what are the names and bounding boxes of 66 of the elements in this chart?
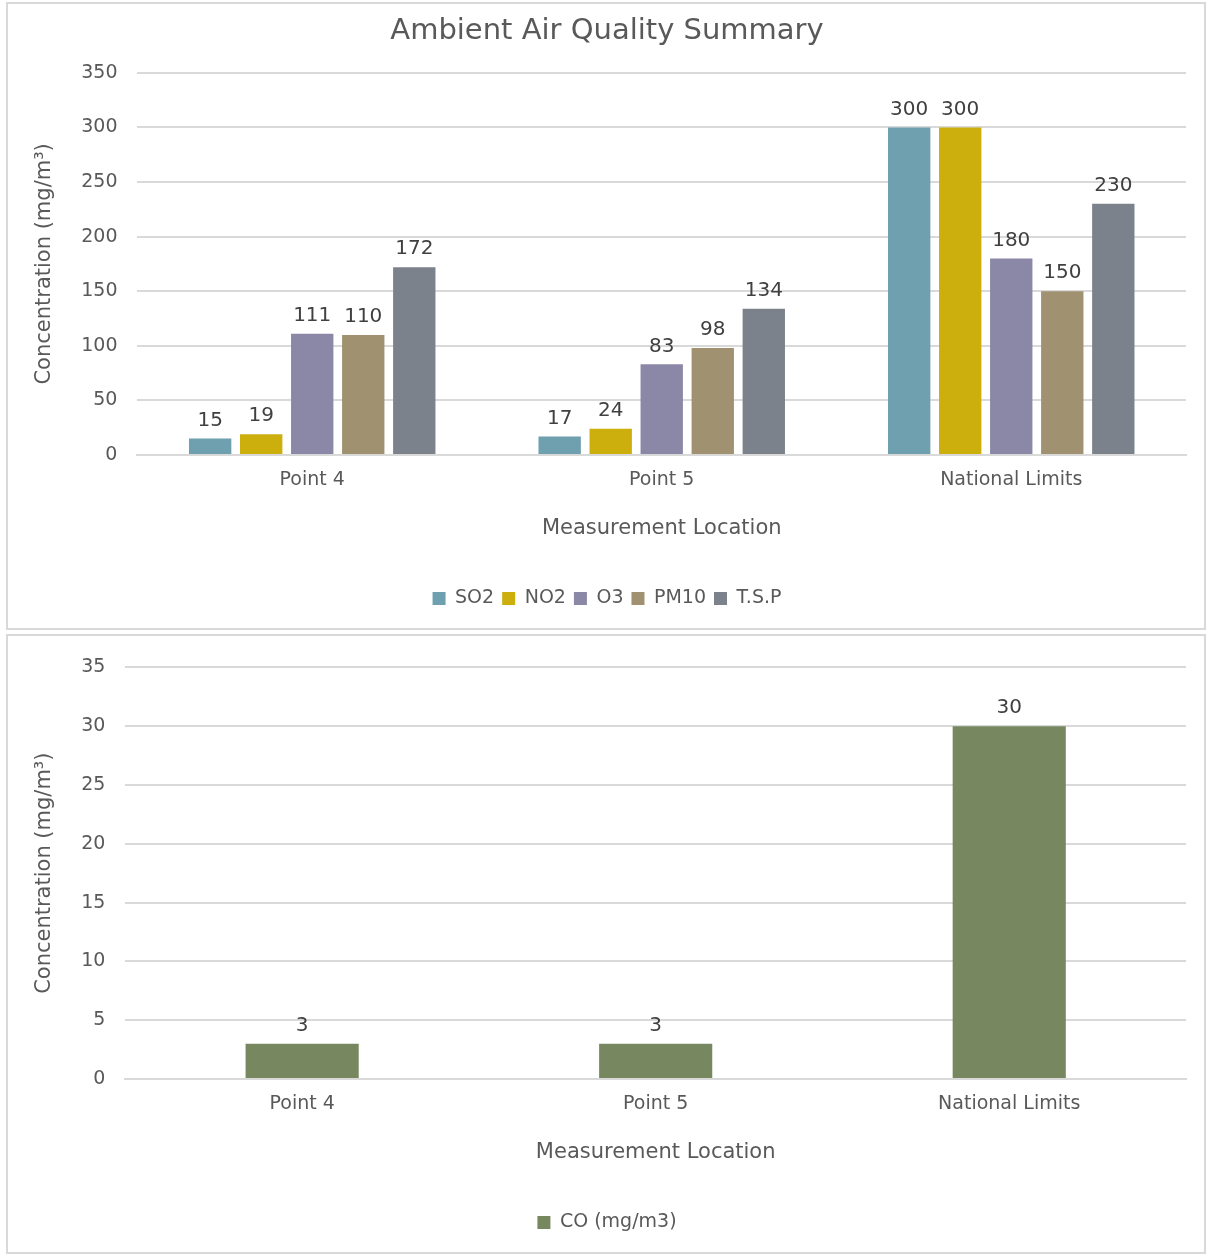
legend-label: O3 — [596, 585, 624, 608]
bar — [291, 333, 334, 454]
y-tick-label: 250 — [81, 168, 118, 191]
data-label: 24 — [597, 397, 624, 421]
bar — [990, 258, 1033, 454]
y-tick-label: 300 — [81, 114, 118, 137]
bar — [640, 364, 683, 454]
data-label: 17 — [546, 404, 573, 429]
data-label: 30 — [996, 694, 1022, 719]
bar — [1092, 203, 1135, 454]
y-tick-label: 100 — [81, 332, 118, 355]
x-tick-label: Point 5 — [629, 467, 695, 490]
data-label: 300 — [941, 95, 980, 120]
bar — [393, 267, 436, 454]
y-tick-label: 10 — [81, 948, 106, 971]
data-label: 134 — [744, 276, 783, 301]
y-tick-label: 20 — [81, 830, 106, 853]
data-label: 15 — [197, 406, 223, 431]
bar — [589, 428, 632, 454]
y-tick-label: 30 — [81, 713, 106, 736]
data-label: 19 — [248, 402, 274, 427]
data-label: 83 — [649, 332, 675, 357]
data-label: 111 — [293, 301, 332, 326]
data-label: 172 — [395, 235, 434, 260]
y-tick-label: 0 — [93, 1065, 106, 1088]
y-tick-label: 25 — [81, 771, 106, 794]
legend-label: SO2 — [455, 585, 495, 608]
x-tick-label: Point 4 — [269, 1091, 335, 1114]
data-label: 150 — [1043, 259, 1082, 284]
bar — [691, 347, 734, 454]
y-tick-label: 15 — [81, 889, 106, 912]
bar — [538, 436, 581, 454]
y-tick-label: 50 — [93, 387, 118, 410]
bar — [240, 434, 283, 454]
data-label: 180 — [992, 226, 1031, 251]
data-label: 110 — [344, 303, 383, 328]
bar — [188, 438, 232, 454]
data-label: 98 — [700, 316, 726, 341]
data-label: 300 — [890, 95, 929, 120]
legend-label: T.S.P — [735, 585, 782, 608]
y-tick-label: 5 — [93, 1007, 106, 1030]
bar — [342, 334, 385, 454]
chart-title: Ambient Air Quality Summary — [390, 11, 824, 46]
y-tick-label: 350 — [81, 59, 118, 82]
x-axis-title: Measurement Location — [541, 514, 782, 539]
data-label: 3 — [295, 1011, 309, 1036]
legend-label: PM10 — [653, 585, 706, 608]
y-tick-label: 150 — [81, 278, 118, 301]
x-axis-title: Measurement Location — [535, 1138, 776, 1163]
y-tick-label: 0 — [105, 441, 118, 464]
y-tick-label: 35 — [81, 654, 106, 677]
bar — [939, 127, 982, 454]
y-tick-label: 200 — [81, 223, 118, 246]
x-tick-label: National Limits — [940, 467, 1083, 490]
bar — [742, 308, 785, 454]
x-tick-label: Point 4 — [279, 467, 345, 490]
y-axis-title: Concentration (mg/m³) — [31, 143, 56, 385]
data-label: 3 — [649, 1011, 663, 1036]
bar — [888, 127, 931, 454]
data-label: 230 — [1094, 172, 1133, 197]
x-tick-label: Point 5 — [623, 1091, 689, 1114]
y-axis-title: Concentration (mg/m³) — [31, 752, 56, 994]
legend-label: CO (mg/m3) — [559, 1209, 677, 1232]
x-tick-label: National Limits — [938, 1091, 1081, 1114]
legend-label: NO2 — [524, 585, 566, 608]
bar — [1041, 291, 1084, 454]
